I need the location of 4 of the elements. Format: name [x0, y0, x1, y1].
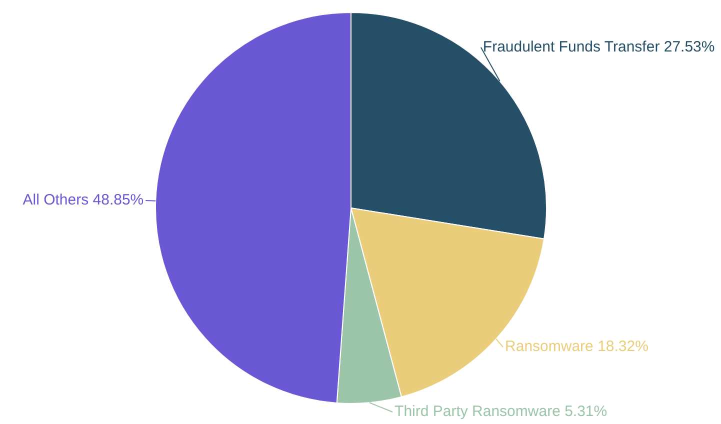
slice-label: Third Party Ransomware 5.31%: [394, 403, 608, 420]
slice-label: All Others 48.85%: [22, 192, 144, 209]
slice-label: Fraudulent Funds Transfer 27.53%: [482, 38, 715, 56]
slice-label: Ransomware 18.32%: [505, 338, 648, 356]
